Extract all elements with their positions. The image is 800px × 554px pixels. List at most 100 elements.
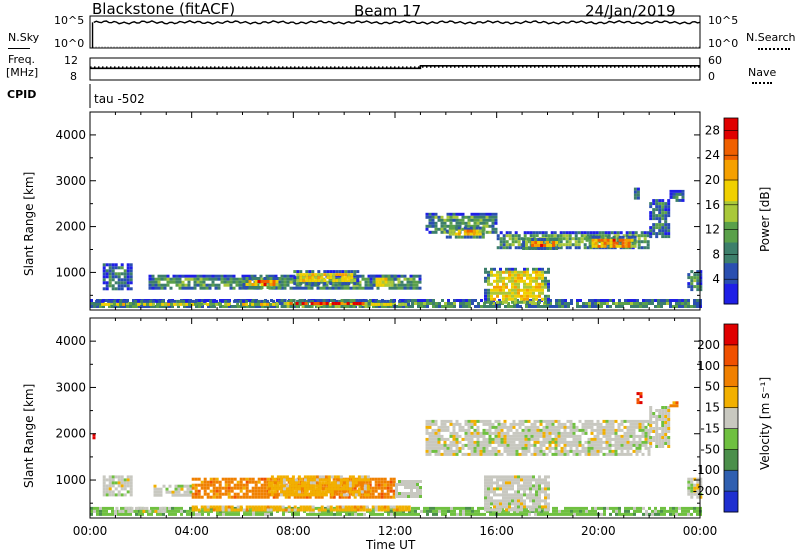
- velocity-cell-2: [203, 508, 207, 512]
- power-cell-10: [631, 231, 635, 235]
- power-cell-2: [346, 299, 350, 302]
- power-cell-4: [181, 274, 185, 278]
- power-cell-2: [286, 305, 290, 308]
- power-cell-0: [126, 305, 129, 308]
- power-cell-0: [636, 305, 639, 308]
- power-cell-0: [375, 305, 378, 308]
- power-cell-6: [308, 282, 312, 286]
- power-cell-3: [129, 278, 133, 282]
- velocity-cell-7: [413, 495, 416, 498]
- velocity-cell-6: [342, 484, 346, 488]
- velocity-cell-5: [245, 477, 249, 481]
- power-cell-13: [520, 270, 523, 274]
- velocity-cell-8: [473, 428, 477, 432]
- power-cell-0: [672, 305, 675, 308]
- velocity-cell-2: [221, 508, 225, 512]
- velocity-cell-2: [239, 505, 243, 509]
- velocity-cell-8: [572, 443, 576, 447]
- velocity-cell-8: [587, 437, 591, 441]
- velocity-cell-9: [484, 487, 487, 491]
- power-cell-10: [535, 234, 539, 238]
- velocity-cell-5: [221, 486, 225, 490]
- power-cell-4: [406, 283, 410, 287]
- velocity-cell-6: [363, 478, 367, 482]
- power-cell-10: [559, 240, 563, 244]
- power-cell-11: [522, 241, 526, 244]
- velocity-cell-9: [493, 499, 496, 503]
- velocity-cell-9: [484, 490, 487, 494]
- velocity-cell-6: [279, 481, 283, 485]
- power-cell-3: [108, 284, 112, 288]
- velocity-cell-9: [508, 505, 511, 509]
- power-cell-6: [338, 282, 342, 286]
- power-cell-9: [451, 232, 455, 236]
- power-cell-0: [588, 305, 591, 308]
- power-cell-0: [363, 305, 366, 308]
- velocity-cell-8: [455, 446, 459, 450]
- power-cell-0: [168, 305, 171, 308]
- velocity-cell-0: [120, 512, 123, 516]
- velocity-cell-0: [417, 512, 420, 516]
- velocity-cell-5: [212, 495, 216, 499]
- power-cell-14: [649, 226, 653, 230]
- velocity-ytick-label-2: 3000: [55, 380, 86, 394]
- velocity-cell-8: [515, 437, 519, 441]
- velocity-cell-9: [493, 508, 496, 512]
- power-cell-17: [696, 273, 700, 277]
- velocity-cell-7: [410, 489, 413, 492]
- power-cell-7: [375, 274, 379, 278]
- velocity-cell-8: [452, 443, 456, 447]
- power-cell-2: [322, 302, 326, 305]
- power-cell-0: [150, 305, 153, 308]
- power-colorbar-swatch-3: [724, 221, 738, 243]
- velocity-cell-5: [212, 480, 216, 484]
- power-cell-11: [558, 244, 562, 247]
- velocity-cell-4: [162, 484, 166, 488]
- velocity-cell-6: [279, 493, 283, 497]
- velocity-cell-2: [401, 505, 405, 509]
- power-cell-0: [468, 302, 471, 305]
- power-cell-13: [511, 300, 514, 304]
- power-cell-13: [526, 300, 529, 304]
- velocity-cell-6: [357, 490, 361, 494]
- velocity-cell-7: [419, 492, 422, 495]
- power-cell-4: [199, 286, 203, 290]
- power-cell-0: [627, 299, 630, 302]
- power-cell-4: [394, 286, 398, 290]
- velocity-cell-5: [209, 480, 213, 484]
- power-cell-4: [148, 274, 152, 278]
- power-cell-0: [129, 305, 132, 308]
- power-cell-17: [690, 285, 694, 289]
- velocity-cell-7: [407, 495, 410, 498]
- power-cell-6: [299, 276, 303, 280]
- power-cell-8: [431, 230, 435, 234]
- power-cell-13: [544, 270, 547, 274]
- velocity-cell-0: [414, 512, 417, 516]
- power-cell-0: [525, 305, 528, 308]
- velocity-cell-8: [623, 452, 627, 456]
- velocity-cell-2: [254, 505, 258, 509]
- power-cell-12: [627, 241, 631, 245]
- power-cell-13: [535, 279, 538, 283]
- velocity-cell-6: [345, 478, 349, 482]
- power-cell-3: [129, 263, 133, 267]
- velocity-cell-8: [494, 425, 498, 429]
- velocity-cell-0: [177, 509, 180, 513]
- power-cell-9: [445, 229, 449, 233]
- power-cell-8: [488, 218, 492, 222]
- velocity-cell-2: [359, 508, 363, 512]
- power-cell-12: [603, 238, 607, 242]
- velocity-cell-6: [273, 487, 277, 491]
- velocity-cell-11: [690, 495, 694, 499]
- velocity-cell-6: [321, 487, 325, 491]
- velocity-cell-8: [590, 431, 594, 435]
- velocity-cell-5: [359, 492, 363, 496]
- velocity-cell-10: [655, 436, 659, 439]
- power-cell-0: [672, 299, 675, 302]
- velocity-cell-5: [299, 477, 303, 481]
- power-cell-14: [664, 214, 668, 218]
- velocity-cell-0: [615, 509, 618, 513]
- velocity-cell-8: [470, 443, 474, 447]
- velocity-cell-0: [423, 509, 426, 513]
- velocity-cell-3: [117, 478, 121, 482]
